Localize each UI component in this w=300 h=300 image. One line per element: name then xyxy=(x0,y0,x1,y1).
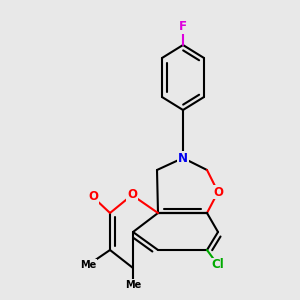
Text: Cl: Cl xyxy=(212,259,224,272)
Text: F: F xyxy=(179,20,187,34)
Text: O: O xyxy=(127,188,137,202)
Text: N: N xyxy=(178,152,188,164)
Text: O: O xyxy=(213,185,223,199)
Text: Me: Me xyxy=(125,280,141,290)
Text: Me: Me xyxy=(80,260,96,270)
Text: O: O xyxy=(88,190,98,203)
